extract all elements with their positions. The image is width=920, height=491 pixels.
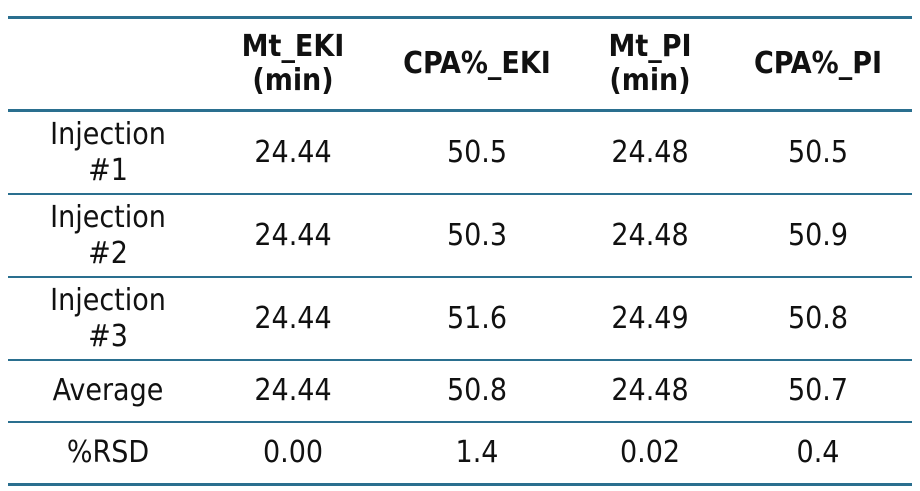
row-label: Injection #1 [8,110,208,195]
table-row: Injection #2 24.44 50.3 24.48 50.9 [8,194,912,278]
cell-mt-eki: 0.00 [208,422,378,486]
cell-cpa-pi: 0.4 [724,422,912,486]
row-label-line1: Injection [50,282,166,318]
cell-mt-pi: 24.48 [576,110,724,195]
row-label-line2: #1 [88,152,128,188]
row-label-line2: #3 [88,318,128,354]
header-mt-eki: Mt_EKI (min) [208,18,378,111]
cell-mt-eki: 24.44 [208,194,378,278]
header-cpa-eki: CPA%_EKI [378,18,576,111]
header-mt-eki-line1: Mt_EKI [241,29,345,64]
row-label: Injection #3 [8,277,208,361]
table-row: Injection #1 24.44 50.5 24.48 50.5 [8,110,912,195]
row-label-line2: #2 [88,235,128,271]
cell-cpa-eki: 50.3 [378,194,576,278]
row-label-line1: Injection [50,116,166,152]
cell-cpa-eki: 1.4 [378,422,576,486]
table-container: Mt_EKI (min) CPA%_EKI Mt_PI (min) CPA%_P… [8,16,912,486]
header-mt-pi-line1: Mt_PI [608,29,692,64]
row-label: %RSD [8,422,208,486]
cell-cpa-pi: 50.8 [724,277,912,361]
cell-mt-pi: 24.49 [576,277,724,361]
table-row: Average 24.44 50.8 24.48 50.7 [8,360,912,423]
table-row: Injection #3 24.44 51.6 24.49 50.8 [8,277,912,361]
header-mt-pi-line2: (min) [609,63,691,98]
results-table: Mt_EKI (min) CPA%_EKI Mt_PI (min) CPA%_P… [8,16,912,486]
cell-mt-eki: 24.44 [208,110,378,195]
cell-mt-pi: 0.02 [576,422,724,486]
header-cpa-pi-label: CPA%_PI [753,46,883,81]
cell-cpa-pi: 50.5 [724,110,912,195]
header-corner [8,18,208,111]
header-row: Mt_EKI (min) CPA%_EKI Mt_PI (min) CPA%_P… [8,17,912,111]
header-cpa-eki-label: CPA%_EKI [403,46,551,81]
cell-cpa-eki: 50.5 [378,110,576,195]
cell-mt-eki: 24.44 [208,277,378,361]
cell-cpa-pi: 50.9 [724,194,912,278]
table-row: %RSD 0.00 1.4 0.02 0.4 [8,422,912,486]
cell-cpa-eki: 50.8 [378,360,576,423]
header-mt-pi: Mt_PI (min) [576,18,724,111]
cell-mt-eki: 24.44 [208,360,378,423]
row-label-line1: Injection [50,199,166,235]
header-mt-eki-line2: (min) [252,63,334,98]
header-cpa-pi: CPA%_PI [724,18,912,111]
cell-mt-pi: 24.48 [576,360,724,423]
cell-mt-pi: 24.48 [576,194,724,278]
cell-cpa-eki: 51.6 [378,277,576,361]
cell-cpa-pi: 50.7 [724,360,912,423]
row-label: Average [8,360,208,423]
row-label: Injection #2 [8,194,208,278]
